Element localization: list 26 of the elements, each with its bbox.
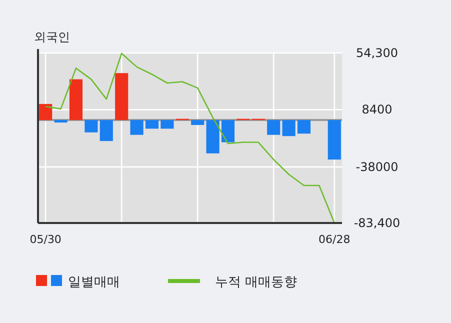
- x-tick-label: 05/30: [30, 233, 62, 246]
- legend-label: 일별매매: [68, 275, 120, 290]
- chart-title: 외국인: [34, 30, 70, 44]
- bar: [130, 120, 144, 135]
- bar: [297, 120, 311, 134]
- y-tick-label: -38000: [356, 160, 398, 174]
- bar: [282, 120, 296, 136]
- bar: [328, 120, 341, 160]
- y-tick-label: 8400: [362, 102, 392, 117]
- bar: [39, 104, 52, 120]
- bar: [191, 120, 204, 125]
- y-tick-label: 54,300: [356, 46, 398, 60]
- legend-label: 누적 매매동향: [215, 275, 298, 290]
- bar: [206, 120, 220, 154]
- bar: [69, 79, 83, 120]
- bar: [54, 120, 68, 123]
- bar: [160, 120, 174, 129]
- line-series: [44, 52, 336, 224]
- bar: [221, 120, 235, 142]
- y-tick-label: -83,400: [354, 216, 400, 230]
- x-tick-label: 06/28: [318, 233, 350, 246]
- bar: [84, 120, 98, 132]
- bar: [267, 120, 280, 135]
- bar: [115, 73, 128, 120]
- bar: [100, 120, 113, 142]
- bar: [145, 120, 159, 129]
